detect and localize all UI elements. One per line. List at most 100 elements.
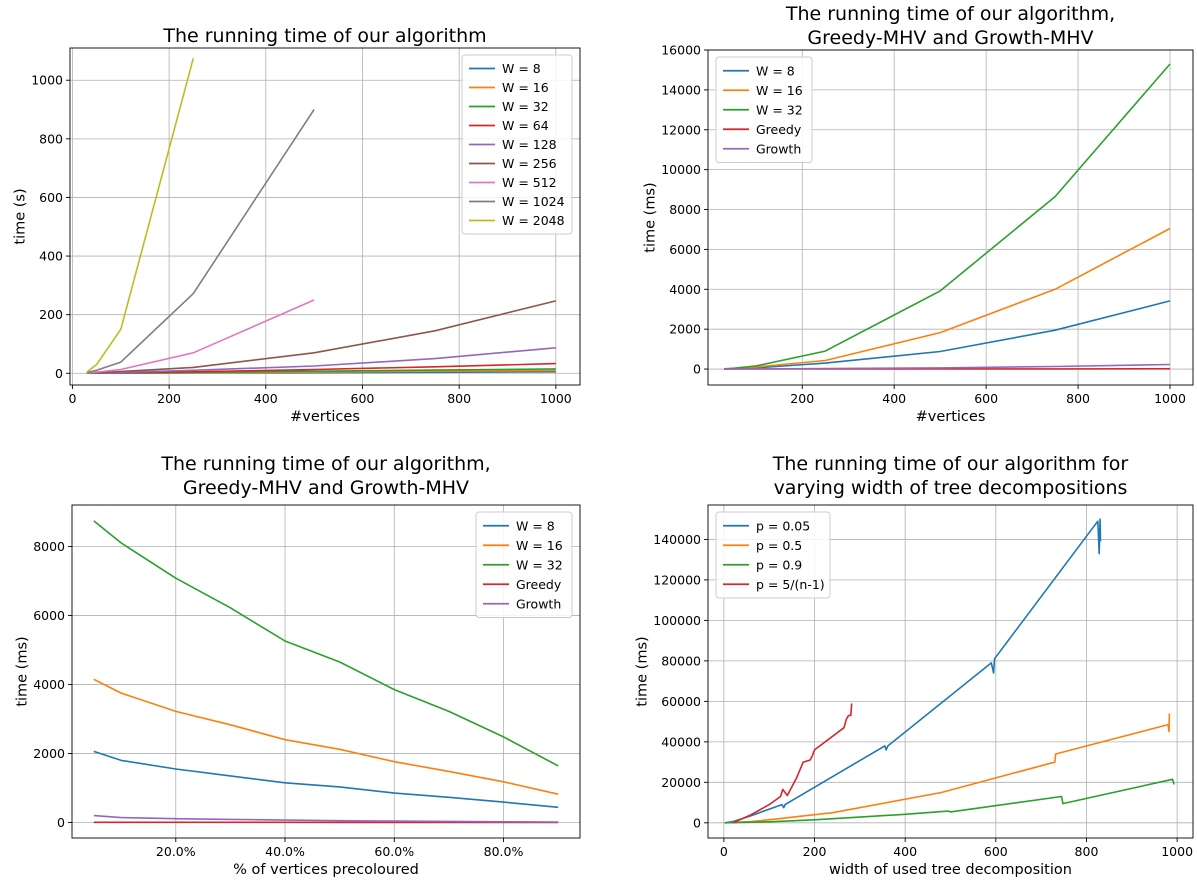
chart-title: varying width of tree decompositions — [774, 477, 1128, 499]
y-tick-label: 8000 — [669, 202, 701, 217]
y-tick-label: 400 — [39, 249, 63, 264]
chart-2: The running time of our algorithm,Greedy… — [643, 3, 1194, 425]
x-axis-label: #vertices — [290, 409, 360, 425]
legend: p = 0.05 p = 0.5 p = 0.9 p = 5/(n-1) — [715, 511, 831, 599]
chart-title: The running time of our algorithm for — [772, 453, 1129, 475]
y-tick-label: 0 — [693, 815, 701, 830]
y-tick-label: 60000 — [661, 694, 701, 709]
legend: W = 8 W = 16 W = 32 Greedy Growth — [475, 511, 573, 618]
legend-label: Greedy — [756, 122, 802, 137]
legend-label: Greedy — [516, 577, 562, 592]
series-line-growth — [93, 814, 559, 823]
legend-label: Growth — [516, 596, 561, 611]
chart-title: Greedy-MHV and Growth-MHV — [183, 477, 469, 499]
x-axis-label: width of used tree decomposition — [829, 862, 1072, 878]
y-tick-label: 1000 — [31, 73, 63, 88]
y-tick-label: 20000 — [661, 775, 701, 790]
x-tick-label: 600 — [351, 391, 375, 406]
x-tick-label: 1000 — [540, 391, 572, 406]
plot-frame — [707, 49, 1194, 386]
legend-label: W = 256 — [502, 156, 557, 171]
y-tick-label: 0 — [55, 366, 63, 381]
x-tick-label: 200 — [157, 391, 181, 406]
legend: W = 8 W = 16 W = 32 Greedy Growth — [715, 56, 813, 163]
legend-label: W = 512 — [502, 175, 557, 190]
series-line-p-0-9 — [724, 778, 1175, 824]
y-tick-label: 10000 — [661, 162, 701, 177]
legend-label: Growth — [756, 141, 801, 156]
series-line-w-2048 — [86, 58, 195, 373]
y-tick-label: 0 — [693, 362, 701, 377]
x-tick-label: 0 — [720, 844, 728, 859]
x-tick-label: 200 — [790, 391, 814, 406]
series-line-p-5-n-1- — [732, 703, 853, 824]
x-tick-label: 1000 — [1154, 391, 1186, 406]
series-line-w-256 — [86, 300, 556, 374]
legend-label: W = 128 — [502, 137, 557, 152]
y-tick-label: 4000 — [669, 282, 701, 297]
series-line-p-0-05 — [724, 518, 1102, 824]
y-axis-label: time (ms) — [643, 182, 659, 252]
y-axis-label: time (s) — [12, 188, 28, 244]
x-tick-label: 800 — [1075, 844, 1099, 859]
legend-label: W = 16 — [516, 538, 563, 553]
y-tick-label: 16000 — [661, 43, 701, 58]
legend: W = 8 W = 16 W = 32 W = 64 W = 128 W = 256 W =… — [461, 54, 573, 235]
legend-label: W = 16 — [502, 80, 549, 95]
series-line-w-1024 — [86, 109, 315, 374]
y-tick-label: 6000 — [33, 608, 65, 623]
series-line-p-0-5 — [724, 713, 1171, 824]
legend-label: W = 1024 — [502, 194, 565, 209]
x-tick-label: 80.0% — [484, 844, 524, 859]
x-tick-label: 0 — [68, 391, 76, 406]
x-tick-label: 40.0% — [265, 844, 305, 859]
chart-title: Greedy-MHV and Growth-MHV — [807, 27, 1093, 49]
x-tick-label: 60.0% — [374, 844, 414, 859]
y-tick-label: 12000 — [661, 122, 701, 137]
y-axis-label: time (ms) — [635, 636, 651, 706]
legend-label: W = 8 — [516, 518, 555, 533]
plot-frame — [69, 47, 581, 386]
x-tick-label: 20.0% — [156, 844, 196, 859]
legend-label: p = 0.05 — [756, 518, 810, 533]
x-tick-label: 400 — [254, 391, 278, 406]
legend-label: p = 5/(n-1) — [756, 577, 825, 592]
legend-label: W = 64 — [502, 118, 549, 133]
y-tick-label: 6000 — [669, 242, 701, 257]
x-axis-label: % of vertices precoloured — [233, 862, 419, 878]
y-tick-label: 140000 — [653, 532, 701, 547]
legend-label: W = 8 — [502, 61, 541, 76]
legend-label: W = 32 — [502, 99, 549, 114]
x-tick-label: 600 — [984, 844, 1008, 859]
plot-frame — [707, 504, 1194, 839]
x-tick-label: 200 — [803, 844, 827, 859]
legend-label: p = 0.9 — [756, 557, 802, 572]
legend-label: W = 16 — [756, 83, 803, 98]
y-tick-label: 2000 — [669, 322, 701, 337]
y-tick-label: 2000 — [33, 746, 65, 761]
plot-frame — [71, 504, 581, 839]
y-tick-label: 8000 — [33, 539, 65, 554]
chart-3: The running time of our algorithm,Greedy… — [14, 453, 581, 878]
y-tick-label: 800 — [39, 131, 63, 146]
y-tick-label: 0 — [57, 815, 65, 830]
y-axis-label: time (ms) — [14, 636, 30, 706]
y-tick-label: 40000 — [661, 734, 701, 749]
series-line-growth — [724, 363, 1171, 370]
legend-label: W = 32 — [756, 102, 803, 117]
series-line-w-32 — [93, 520, 559, 767]
chart-1: The running time of our algorithm 0 200 400… — [12, 25, 581, 425]
y-tick-label: 14000 — [661, 82, 701, 97]
x-tick-label: 400 — [893, 844, 917, 859]
x-tick-label: 800 — [447, 391, 471, 406]
legend-box — [715, 511, 831, 599]
chart-4: The running time of our algorithm forvar… — [635, 453, 1194, 878]
series-line-w-512 — [86, 299, 315, 374]
y-tick-label: 120000 — [653, 572, 701, 587]
x-tick-label: 400 — [882, 391, 906, 406]
chart-title: The running time of our algorithm — [162, 25, 486, 47]
y-tick-label: 4000 — [33, 677, 65, 692]
x-tick-label: 600 — [974, 391, 998, 406]
legend-label: W = 2048 — [502, 213, 565, 228]
